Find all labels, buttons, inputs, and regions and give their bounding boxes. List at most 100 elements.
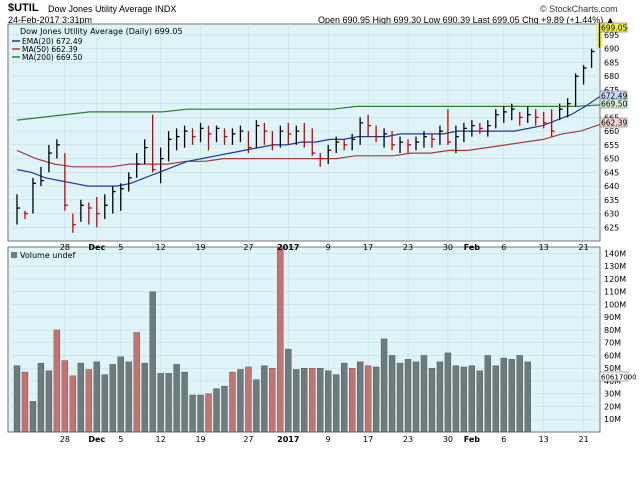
volume-tick-label: 50M — [604, 364, 621, 373]
price-bars — [16, 23, 603, 233]
legend-ma50: MA(50) 662.39 — [22, 45, 78, 54]
volume-tag-box — [599, 371, 629, 382]
volume-bar — [349, 368, 356, 433]
volume-bar — [205, 393, 212, 433]
volume-bar — [69, 375, 77, 433]
index-name: Dow Jones Utility Average INDX — [48, 4, 177, 14]
volume-tag: 60617000 — [601, 374, 637, 382]
x-tick-label: 6 — [501, 243, 506, 252]
volume-bar — [428, 368, 436, 433]
volume-bar — [396, 362, 404, 433]
volume-bar — [309, 368, 316, 433]
price-tick-label: 655 — [604, 141, 619, 150]
volume-bar — [500, 357, 507, 433]
volume-bar — [13, 365, 21, 433]
volume-bar — [388, 355, 396, 433]
volume-bar — [325, 370, 332, 433]
x-tick-label: 27 — [243, 435, 253, 444]
price-tick-label: 660 — [604, 127, 619, 136]
x-tick-label: 21 — [578, 435, 588, 444]
volume-bar — [197, 394, 204, 433]
price-tick-label: 680 — [604, 72, 619, 81]
volume-tick-label: 80M — [604, 326, 621, 335]
x-tick-label: 17 — [363, 243, 373, 252]
price-legend: Dow Jones Utility Average (Daily) 699.05… — [12, 27, 183, 62]
x-tick-label: 5 — [118, 435, 123, 444]
volume-bar — [93, 361, 100, 433]
x-tick-label: Dec — [88, 435, 105, 444]
volume-bar — [181, 371, 188, 433]
volume-bar — [101, 374, 108, 433]
volume-bar — [293, 369, 300, 433]
volume-bar — [372, 366, 380, 433]
x-tick-label: Dec — [88, 243, 105, 252]
price-tick-label: 635 — [604, 196, 619, 205]
volume-bar — [85, 369, 92, 433]
x-tick-label: 28 — [60, 243, 70, 252]
volume-tick-label: 20M — [604, 402, 621, 411]
volume-bar — [452, 365, 460, 433]
volume-bar — [341, 362, 348, 433]
volume-bar — [476, 370, 483, 433]
price-tick-label: 675 — [604, 86, 619, 95]
volume-bar — [524, 361, 531, 433]
volume-bar — [356, 361, 364, 433]
x-tick-label: 12 — [156, 243, 166, 252]
volume-bar — [45, 370, 53, 433]
volume-tick-label: 90M — [604, 313, 621, 322]
quote-line: Open 690.95 High 699.30 Low 690.39 Last … — [318, 15, 615, 25]
volume-tick-label: 30M — [604, 390, 621, 399]
volume-tick-label: 110M — [604, 288, 626, 297]
price-tag: 699.05 — [601, 24, 627, 33]
axis-labels: 6256306356406456506556606656706756806856… — [60, 31, 626, 444]
moving-averages — [16, 96, 600, 187]
volume-bar — [468, 365, 476, 433]
volume-tick-label: 130M — [604, 262, 626, 271]
volume-bar — [53, 329, 61, 433]
volume-bar — [253, 379, 260, 433]
volume-bar — [460, 366, 468, 433]
price-tag-box — [599, 98, 628, 109]
volume-bar — [277, 246, 284, 433]
x-tick-label: 23 — [403, 435, 413, 444]
price-tick-label: 650 — [604, 155, 619, 164]
price-tick-label: 690 — [604, 45, 619, 54]
price-tag: 669.50 — [601, 100, 627, 109]
price-tag: 672.49 — [601, 92, 627, 101]
volume-bar — [157, 373, 164, 433]
volume-bar — [436, 361, 444, 433]
x-tick-label: 2017 — [277, 243, 299, 252]
x-tick-label: Feb — [464, 435, 481, 444]
volume-bar — [492, 365, 499, 433]
quote-date: 24-Feb-2017 3:31pm — [8, 15, 93, 25]
volume-bar — [229, 371, 236, 433]
x-tick-label: 30 — [443, 243, 453, 252]
x-tick-label: Feb — [464, 243, 481, 252]
volume-bar — [412, 361, 420, 433]
x-tick-label: 2017 — [277, 435, 299, 444]
x-tick-label: 5 — [118, 243, 123, 252]
x-tick-label: 30 — [443, 435, 453, 444]
volume-bar — [21, 371, 29, 433]
grid — [8, 24, 600, 432]
ema20-line — [16, 96, 600, 187]
price-tag-box — [599, 22, 628, 33]
volume-bar — [213, 388, 220, 433]
price-tick-label: 645 — [604, 168, 619, 177]
volume-bar — [221, 385, 228, 433]
volume-bar — [165, 373, 172, 433]
x-tick-label: 17 — [363, 435, 373, 444]
x-tick-label: 19 — [195, 435, 205, 444]
volume-tick-label: 120M — [604, 275, 626, 284]
volume-bar — [364, 365, 372, 433]
volume-tick-label: 100M — [604, 300, 626, 309]
volume-label: Volume undef — [20, 251, 75, 260]
volume-bar — [189, 394, 196, 433]
volume-tick-label: 140M — [604, 249, 626, 258]
volume-tick-label: 40M — [604, 377, 621, 386]
volume-bar — [133, 332, 140, 433]
x-tick-label: 13 — [539, 243, 549, 252]
legend-ma200: MA(200) 669.50 — [22, 53, 83, 62]
x-tick-label: 12 — [156, 435, 166, 444]
